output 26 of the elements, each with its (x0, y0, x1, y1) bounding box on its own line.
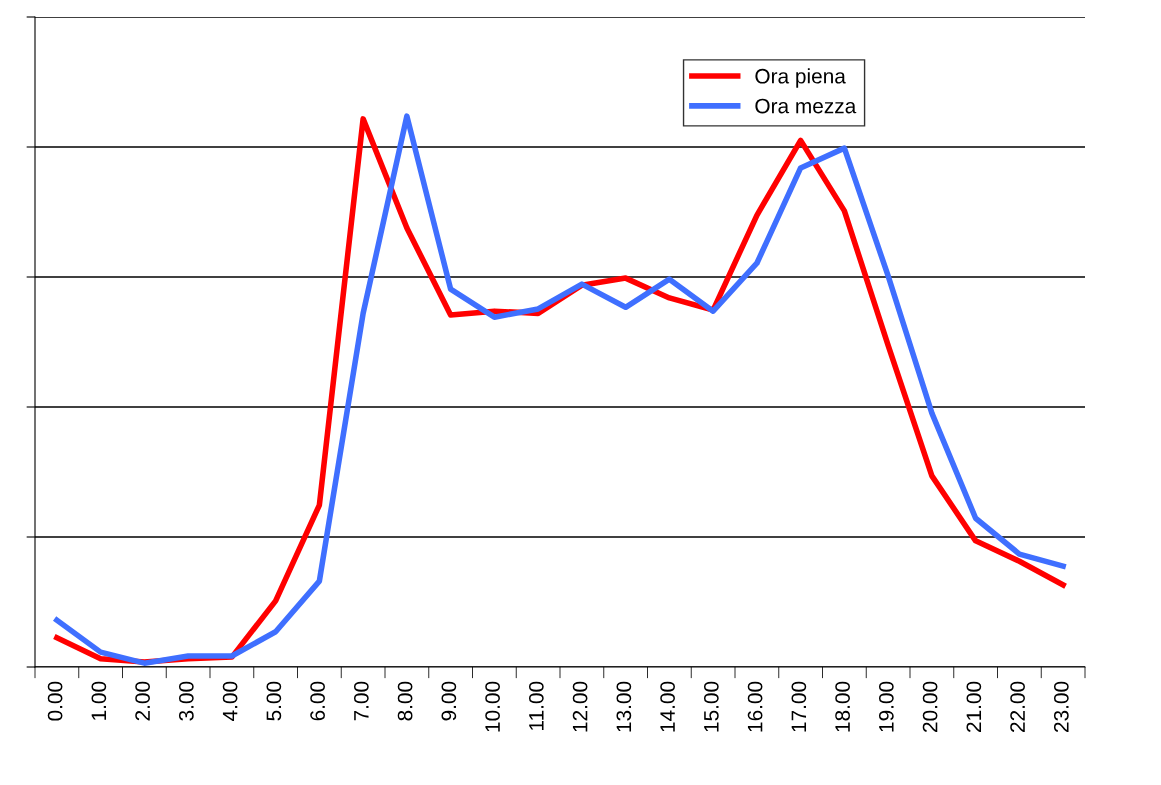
x-tick-label: 16.00 (747, 681, 763, 732)
x-tick-label: 21.00 (966, 681, 982, 732)
x-tick-label: 2.00 (135, 681, 150, 721)
x-tick-label: 19.00 (878, 681, 894, 732)
x-tick-label: 8.00 (397, 681, 413, 721)
x-tick-label: 5.00 (266, 681, 282, 721)
x-tick-label: 12.00 (572, 681, 588, 732)
x-tick-label: 22.00 (1010, 681, 1025, 732)
x-tick-label: 14.00 (660, 681, 675, 732)
x-tick-label: 9.00 (441, 681, 457, 721)
x-tick-label: 23.00 (1053, 681, 1069, 732)
x-tick-label: 0.00 (47, 681, 63, 721)
x-tick-label: 3.00 (178, 681, 194, 721)
x-tick-label: 18.00 (835, 681, 850, 732)
legend-label: Ora mezza (755, 98, 857, 114)
x-tick-label: 6.00 (310, 681, 325, 721)
x-tick-label: 15.00 (703, 681, 719, 732)
x-tick-label: 17.00 (791, 681, 807, 732)
x-tick-label: 20.00 (922, 681, 938, 732)
x-tick-label: 7.00 (353, 681, 369, 721)
x-tick-label: 4.00 (222, 681, 238, 721)
legend-label: Ora piena (755, 68, 846, 88)
x-tick-label: 10.00 (485, 681, 500, 732)
x-tick-label: 13.00 (616, 681, 632, 732)
x-tick-label: 11.00 (528, 681, 544, 730)
x-tick-label: 1.00 (91, 681, 107, 720)
